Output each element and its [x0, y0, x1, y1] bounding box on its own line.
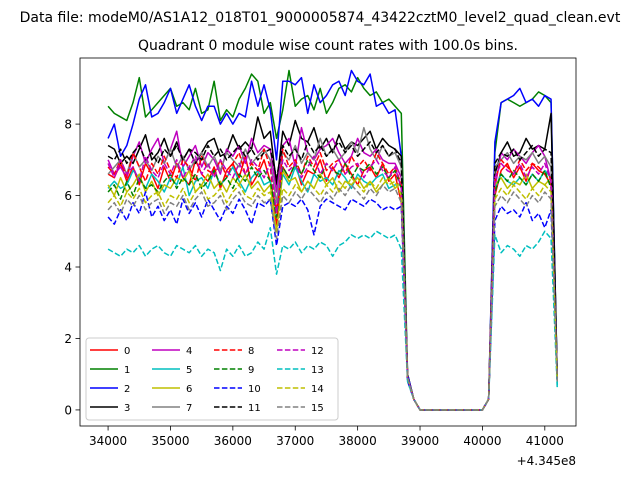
chart-suptitle: Data file: modeM0/AS1A12_018T01_90000058…: [20, 10, 621, 26]
legend-label-4: 4: [186, 346, 192, 357]
x-offset-label: +4.345e8: [517, 454, 576, 468]
axes-layer: 34000 35000 36000 37000 38000 39000 40000 41000…: [64, 57, 577, 448]
x-tick-label-38000: 38000: [339, 434, 377, 448]
y-tick-label-2: 2: [64, 332, 72, 346]
x-tick-label-40000: 40000: [463, 434, 501, 448]
legend-label-8: 8: [248, 346, 254, 357]
x-tick-label-39000: 39000: [401, 434, 439, 448]
x-tick-label-41000: 41000: [526, 434, 564, 448]
legend-label-3: 3: [124, 403, 130, 414]
series-line-10: [107, 191, 559, 411]
legend-label-5: 5: [186, 365, 192, 376]
legend-label-13: 13: [311, 365, 324, 376]
legend-label-2: 2: [124, 384, 130, 395]
y-tick-label-8: 8: [64, 118, 72, 132]
x-tick-label-36000: 36000: [214, 434, 252, 448]
legend-label-11: 11: [248, 403, 261, 414]
chart-title: Quadrant 0 module wise count rates with …: [138, 38, 518, 54]
series-lines: [107, 69, 559, 411]
legend-label-6: 6: [186, 384, 192, 395]
x-tick-label-37000: 37000: [276, 434, 314, 448]
legend-label-14: 14: [311, 384, 324, 395]
y-tick-label-4: 4: [64, 261, 72, 275]
y-tick-label-6: 6: [64, 189, 72, 203]
legend-label-15: 15: [311, 403, 324, 414]
legend-label-1: 1: [124, 365, 130, 376]
series-line-15: [107, 184, 559, 411]
x-tick-label-35000: 35000: [151, 434, 189, 448]
legend-frame: [85, 337, 339, 421]
y-tick-label-0: 0: [64, 403, 72, 417]
axes-frame: [79, 57, 577, 427]
legend-label-10: 10: [248, 384, 261, 395]
legend-label-0: 0: [124, 346, 130, 357]
legend-label-12: 12: [311, 346, 324, 357]
legend-label-9: 9: [248, 365, 254, 376]
x-tick-label-34000: 34000: [89, 434, 127, 448]
legend-label-7: 7: [186, 403, 192, 414]
